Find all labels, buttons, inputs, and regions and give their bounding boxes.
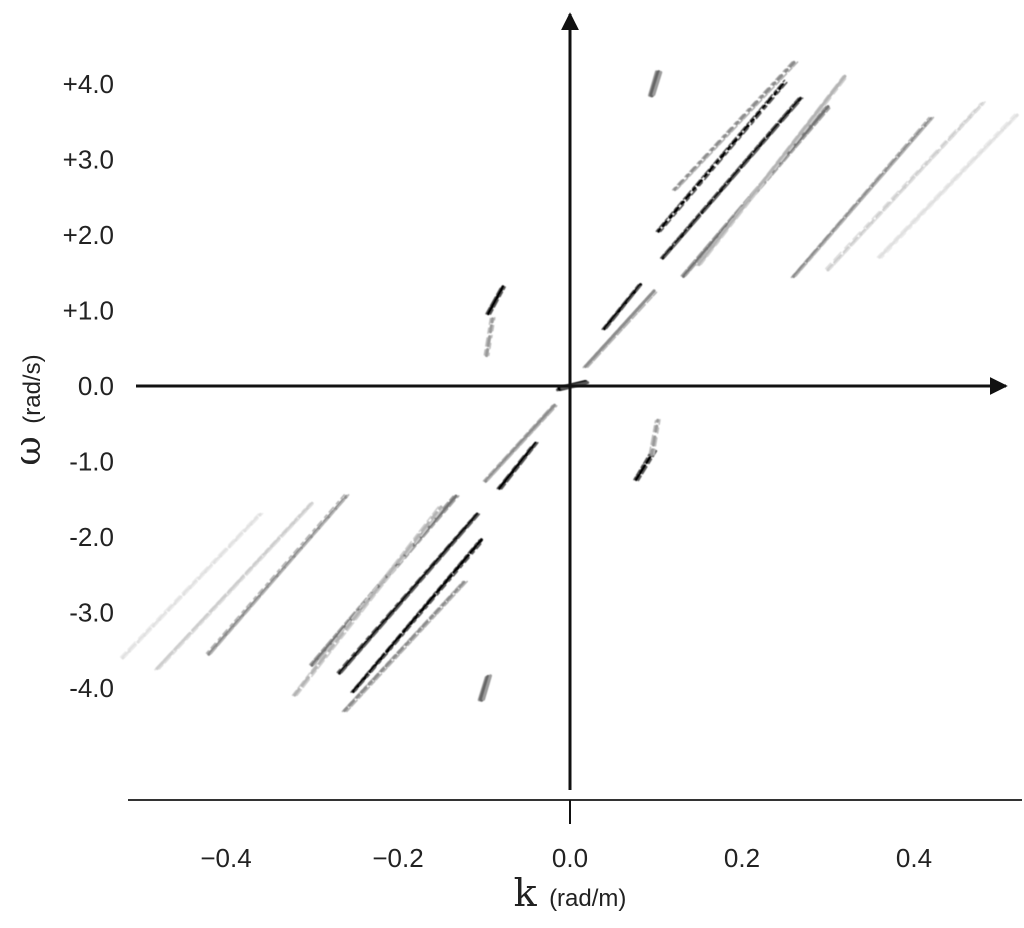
intensity-streak xyxy=(648,419,657,454)
x-tick-group: −0.4 −0.2 0.0 0.2 0.4 xyxy=(200,800,932,873)
intensity-streak xyxy=(482,404,554,482)
intensity-streak xyxy=(676,61,799,190)
intensity-streak xyxy=(497,441,538,490)
x-axis-unit: (rad/m) xyxy=(549,885,626,912)
intensity-streak xyxy=(794,116,935,277)
intensity-streak xyxy=(586,291,658,368)
intensity-streak xyxy=(484,317,495,358)
y-tick-label: 0.0 xyxy=(78,371,114,401)
intensity-streak xyxy=(121,512,262,660)
y-axis-symbol: ω xyxy=(8,436,49,465)
y-tick-label: -4.0 xyxy=(69,673,114,703)
intensity-streak xyxy=(291,505,440,697)
intensity-streak xyxy=(826,101,985,272)
intensity-streak xyxy=(483,317,492,356)
intensity-streak xyxy=(158,501,316,670)
intensity-streak xyxy=(482,674,492,701)
intensity-streak xyxy=(700,75,849,266)
intensity-streak xyxy=(487,405,558,482)
intensity-streak xyxy=(484,403,557,483)
intensity-streak xyxy=(293,505,443,697)
intensity-streak xyxy=(489,286,506,315)
intensity-streak xyxy=(296,506,445,697)
x-tick-label: 0.0 xyxy=(552,843,588,873)
y-axis-unit: (rad/s) xyxy=(19,354,46,423)
x-tick-label: 0.2 xyxy=(724,843,760,873)
y-tick-label: -1.0 xyxy=(69,447,114,477)
intensity-streak xyxy=(656,78,789,233)
x-tick-label: −0.2 xyxy=(372,843,423,873)
intensity-streak xyxy=(486,285,505,316)
intensity-streak xyxy=(124,512,264,658)
intensity-streak xyxy=(659,97,800,259)
intensity-streak xyxy=(652,70,663,96)
intensity-streak xyxy=(478,674,491,702)
intensity-streak xyxy=(655,79,786,233)
y-tick-label: +4.0 xyxy=(63,69,114,99)
intensity-streak xyxy=(119,513,260,658)
intensity-streak xyxy=(829,101,986,270)
intensity-streak xyxy=(155,501,314,670)
intensity-streak xyxy=(824,102,982,270)
y-tick-label: -3.0 xyxy=(69,598,114,628)
intensity-streak xyxy=(684,106,832,277)
intensity-streak xyxy=(337,512,479,675)
x-tick-label: 0.4 xyxy=(896,843,932,873)
intensity-streak xyxy=(649,70,662,98)
intensity-streak xyxy=(354,539,485,692)
intensity-streak xyxy=(659,79,790,233)
intensity-streak xyxy=(602,283,643,331)
y-tick-label: +3.0 xyxy=(63,145,114,175)
intensity-streak xyxy=(605,282,644,330)
intensity-streak xyxy=(664,97,804,258)
intensity-streak xyxy=(340,513,481,674)
y-axis-title: ω (rad/s) xyxy=(8,354,49,465)
intensity-streak xyxy=(876,113,1016,258)
intensity-streak xyxy=(351,538,484,694)
intensity-streak xyxy=(346,580,469,713)
intensity-streak xyxy=(485,286,502,315)
intensity-streak xyxy=(205,494,346,654)
x-axis-title: k (rad/m) xyxy=(514,871,627,915)
intensity-streak xyxy=(487,316,496,357)
intensity-streak xyxy=(661,96,803,260)
intensity-streak xyxy=(697,74,847,267)
intensity-streak xyxy=(877,113,1019,259)
intensity-streaks xyxy=(119,59,1021,713)
intensity-streak xyxy=(637,450,658,482)
y-tick-label: -2.0 xyxy=(69,522,114,552)
intensity-streak xyxy=(880,113,1021,259)
x-tick-label: −0.4 xyxy=(200,843,251,873)
intensity-streak xyxy=(500,441,539,490)
intensity-streak xyxy=(336,514,476,674)
intensity-streak xyxy=(633,448,653,481)
intensity-streak xyxy=(650,418,660,457)
y-tick-label: +1.0 xyxy=(63,296,114,326)
x-axis-symbol: k xyxy=(514,871,538,915)
intensity-streak xyxy=(343,579,467,713)
intensity-streak xyxy=(583,289,656,369)
intensity-streak xyxy=(653,419,661,456)
y-tick-group: +4.0 +3.0 +2.0 +1.0 0.0 -1.0 -2.0 -3.0 -4.0 xyxy=(63,69,114,703)
intensity-streak xyxy=(210,493,350,655)
intensity-streak xyxy=(791,117,933,279)
intensity-streak xyxy=(673,59,797,192)
y-tick-label: +2.0 xyxy=(63,220,114,250)
